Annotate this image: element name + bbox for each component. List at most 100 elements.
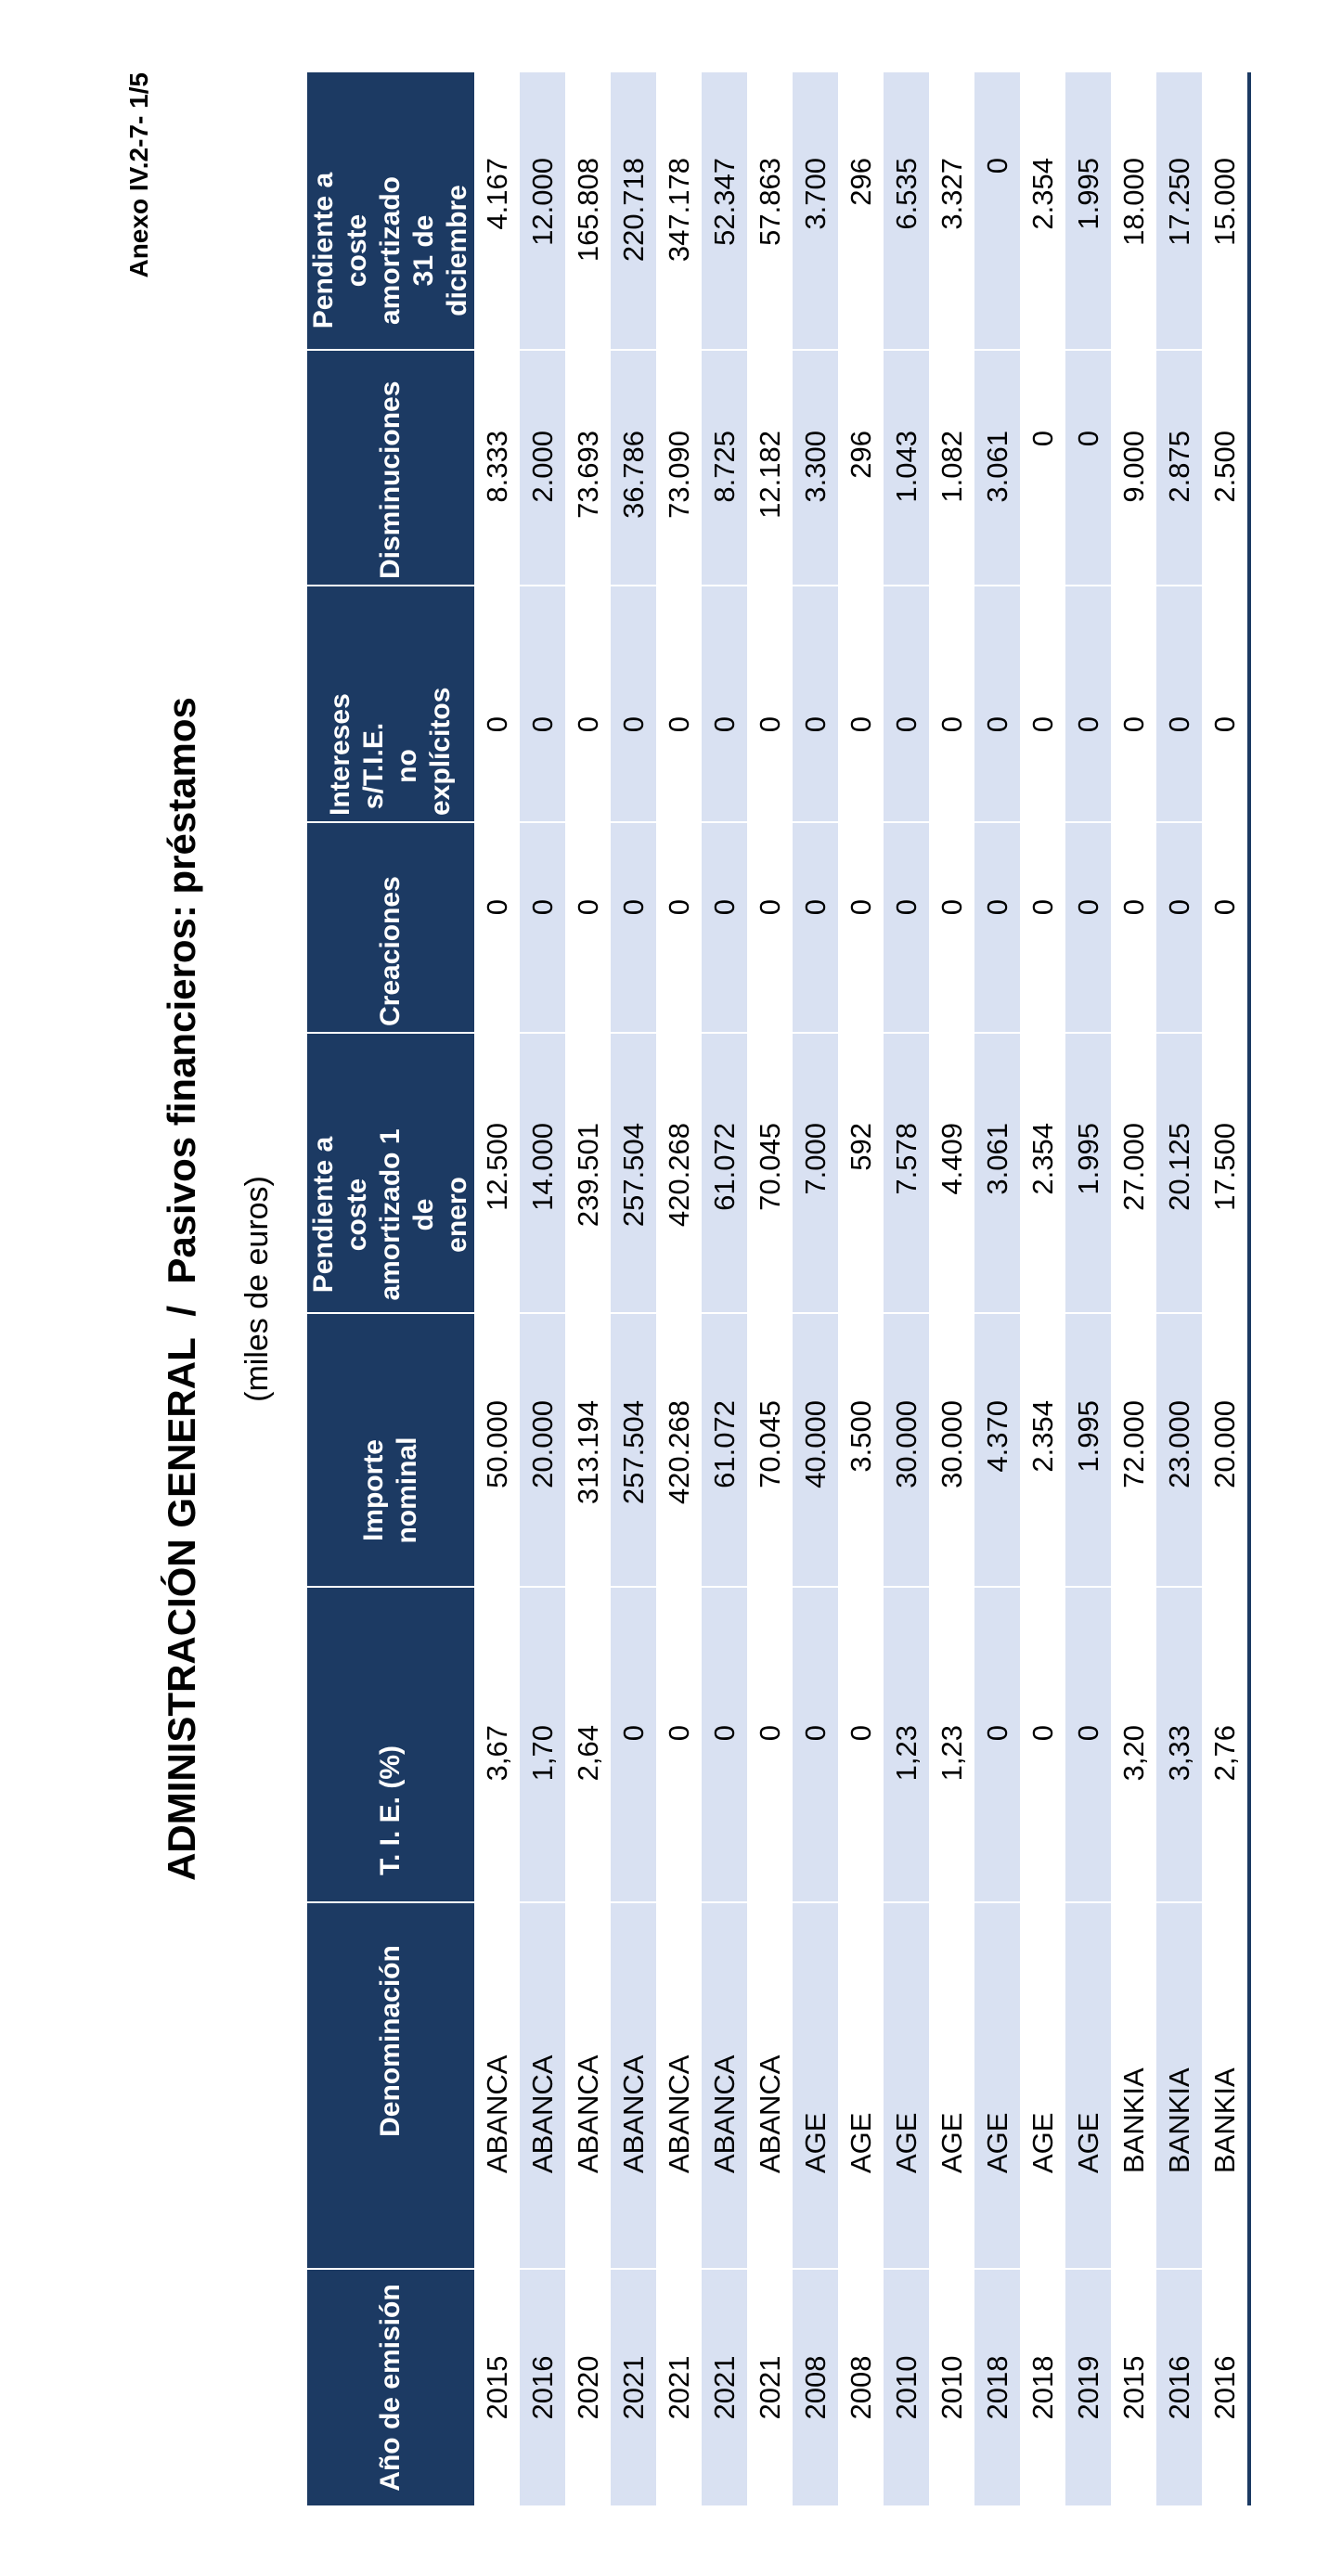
cell: 2015 (1111, 2269, 1156, 2505)
cell: 2.500 (1202, 350, 1249, 586)
cell: 0 (1020, 586, 1065, 822)
column-header: Pendiente a coste amortizado 31 de dicie… (307, 72, 474, 350)
cell: ABANCA (702, 1902, 747, 2269)
cell: 2008 (793, 2269, 838, 2505)
cell: 2.354 (1020, 72, 1065, 350)
cell: 0 (611, 822, 656, 1033)
cell: 0 (1065, 822, 1111, 1033)
table-row: 2008 AGE 0 3.500 592 0 0 296 296 (838, 72, 884, 2505)
cell: 0 (1156, 586, 1202, 822)
page-title: ADMINISTRACIÓN GENERAL / Pasivos financi… (160, 697, 203, 1881)
column-header: Intereses s/T.I.E. no explícitos (307, 586, 474, 822)
cell: 165.808 (565, 72, 611, 350)
cell: 0 (793, 586, 838, 822)
cell: ABANCA (474, 1902, 520, 2269)
table-row: 2015 BANKIA 3,20 72.000 27.000 0 0 9.000 18.000 (1111, 72, 1156, 2505)
table-row: 2015 ABANCA 3,67 50.000 12.500 0 0 8.333 4.167 (474, 72, 520, 2505)
cell: 17.500 (1202, 1033, 1249, 1313)
cell: 36.786 (611, 350, 656, 586)
cell: 0 (747, 822, 793, 1033)
table-row: 2008 AGE 0 40.000 7.000 0 0 3.300 3.700 (793, 72, 838, 2505)
cell: 0 (793, 1587, 838, 1902)
cell: 2.354 (1020, 1033, 1065, 1313)
cell: 3,67 (474, 1587, 520, 1902)
cell: 61.072 (702, 1313, 747, 1587)
table-row: 2016 BANKIA 2,76 20.000 17.500 0 0 2.500 15.000 (1202, 72, 1249, 2505)
cell: 0 (702, 586, 747, 822)
cell: 3.700 (793, 72, 838, 350)
cell: ABANCA (656, 1902, 702, 2269)
table-row: 2016 ABANCA 1,70 20.000 14.000 0 0 2.000 12.000 (520, 72, 565, 2505)
cell: ABANCA (520, 1902, 565, 2269)
cell: 0 (520, 586, 565, 822)
cell: 0 (611, 586, 656, 822)
cell: 0 (656, 586, 702, 822)
cell: 0 (656, 1587, 702, 1902)
cell: 239.501 (565, 1033, 611, 1313)
cell: 4.167 (474, 72, 520, 350)
cell: 257.504 (611, 1313, 656, 1587)
cell: 296 (838, 72, 884, 350)
table-row: 2020 ABANCA 2,64 313.194 239.501 0 0 73.693 165.… (565, 72, 611, 2505)
cell: 2016 (1156, 2269, 1202, 2505)
cell: 2.000 (520, 350, 565, 586)
cell: 40.000 (793, 1313, 838, 1587)
cell: 3.500 (838, 1313, 884, 1587)
cell: BANKIA (1111, 1902, 1156, 2269)
cell: 2016 (1202, 2269, 1249, 2505)
cell: 2.354 (1020, 1313, 1065, 1587)
cell: AGE (884, 1902, 929, 2269)
cell: 3.300 (793, 350, 838, 586)
cell: 0 (1065, 350, 1111, 586)
cell: 0 (474, 822, 520, 1033)
cell: 0 (656, 822, 702, 1033)
table-header: Año de emisión Denominación T. I. E. (%) Im… (307, 72, 474, 2505)
cell: 0 (884, 586, 929, 822)
cell: 2010 (929, 2269, 974, 2505)
cell: 14.000 (520, 1033, 565, 1313)
cell: 296 (838, 350, 884, 586)
table-body: 2015 ABANCA 3,67 50.000 12.500 0 0 8.333 4.167 20… (474, 72, 1249, 2505)
column-header: Pendiente a coste amortizado 1 de enero (307, 1033, 474, 1313)
cell: 0 (793, 822, 838, 1033)
header-row: Año de emisión Denominación T. I. E. (%) Im… (307, 72, 474, 2505)
cell: 18.000 (1111, 72, 1156, 350)
cell: 0 (1065, 1587, 1111, 1902)
column-header: Importe nominal (307, 1313, 474, 1587)
cell: 0 (974, 822, 1020, 1033)
cell: 20.000 (1202, 1313, 1249, 1587)
table-row: 2021 ABANCA 0 70.045 70.045 0 0 12.182 57.863 (747, 72, 793, 2505)
cell: 3,33 (1156, 1587, 1202, 1902)
cell: 0 (929, 822, 974, 1033)
cell: 0 (520, 822, 565, 1033)
cell: 0 (1111, 822, 1156, 1033)
units-subtitle: (miles de euros) (239, 1176, 275, 1402)
cell: 2008 (838, 2269, 884, 2505)
table-row: 2018 AGE 0 4.370 3.061 0 0 3.061 0 (974, 72, 1020, 2505)
cell: 2018 (974, 2269, 1020, 2505)
loans-table: Año de emisión Denominación T. I. E. (%) Im… (307, 72, 1251, 2505)
cell: 220.718 (611, 72, 656, 350)
cell: 12.000 (520, 72, 565, 350)
cell: 7.000 (793, 1033, 838, 1313)
table-row: 2021 ABANCA 0 61.072 61.072 0 0 8.725 52.347 (702, 72, 747, 2505)
cell: 20.125 (1156, 1033, 1202, 1313)
table-row: 2021 ABANCA 0 257.504 257.504 0 0 36.786 220.718 (611, 72, 656, 2505)
cell: 0 (974, 1587, 1020, 1902)
cell: 2010 (884, 2269, 929, 2505)
cell: ABANCA (747, 1902, 793, 2269)
cell: AGE (929, 1902, 974, 2269)
cell: 1,70 (520, 1587, 565, 1902)
cell: 2021 (702, 2269, 747, 2505)
table-row: 2016 BANKIA 3,33 23.000 20.125 0 0 2.875 17.250 (1156, 72, 1202, 2505)
cell: 3.327 (929, 72, 974, 350)
column-header: Denominación (307, 1902, 474, 2269)
cell: 2021 (656, 2269, 702, 2505)
cell: 1.995 (1065, 1313, 1111, 1587)
cell: 1.995 (1065, 72, 1111, 350)
cell: 12.182 (747, 350, 793, 586)
table-row: 2010 AGE 1,23 30.000 4.409 0 0 1.082 3.327 (929, 72, 974, 2505)
cell: 0 (747, 586, 793, 822)
cell: 0 (1020, 822, 1065, 1033)
